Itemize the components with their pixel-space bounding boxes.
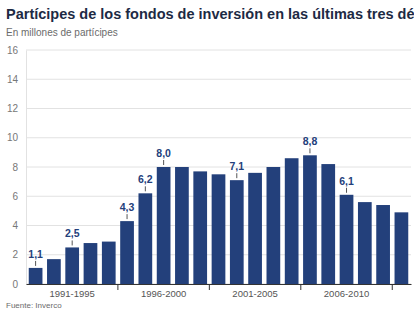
- x-tick-label: 1991-1995: [49, 288, 94, 299]
- x-axis-line: [27, 284, 412, 285]
- x-tick: 1991-1995: [49, 284, 94, 299]
- y-tick-label: 6: [12, 191, 18, 202]
- bar: [267, 167, 281, 284]
- subtitle: En millones de partícipes: [6, 27, 118, 38]
- group-separator: [300, 284, 301, 290]
- bar: [285, 158, 299, 284]
- grid-line: [26, 79, 411, 80]
- y-tick: 4: [12, 220, 26, 231]
- bar: [376, 205, 390, 284]
- grid-line: [26, 167, 411, 168]
- bar: [102, 242, 116, 284]
- bar: [248, 173, 262, 284]
- x-tick: 2006-2010: [324, 284, 369, 299]
- group-separators: [118, 284, 392, 290]
- bar: [29, 268, 43, 284]
- bar: [358, 202, 372, 284]
- y-tick: 0: [12, 279, 26, 290]
- y-tick: 10: [7, 132, 26, 143]
- y-tick-label: 4: [12, 220, 18, 231]
- y-tick: 14: [7, 74, 26, 85]
- bar: [65, 247, 79, 284]
- label-leader: [309, 148, 310, 153]
- grid-line: [26, 137, 411, 138]
- data-label: 6,1: [339, 175, 354, 187]
- data-label: 1,1: [28, 248, 43, 260]
- data-label: 8,8: [303, 135, 318, 147]
- y-tick-label: 2: [12, 249, 18, 260]
- bar: [212, 174, 226, 284]
- bar: [120, 221, 134, 284]
- group-separator: [392, 284, 393, 290]
- label-leader: [72, 240, 73, 245]
- bar: [321, 164, 335, 284]
- data-label: 4,3: [120, 201, 135, 213]
- y-tick-label: 8: [12, 162, 18, 173]
- bar: [138, 193, 152, 284]
- y-tick-label: 0: [12, 279, 18, 290]
- x-tick-label: 1996-2000: [141, 288, 186, 299]
- y-tick: 2: [12, 249, 26, 260]
- label-leader: [346, 188, 347, 193]
- label-leader: [35, 261, 36, 266]
- y-axis-line: [26, 51, 27, 285]
- bar: [47, 259, 61, 284]
- label-leader: [145, 186, 146, 191]
- label-leader: [127, 214, 128, 219]
- y-tick: 12: [7, 103, 26, 114]
- grid-line: [26, 108, 411, 109]
- x-tick-label: 2006-2010: [324, 288, 369, 299]
- x-axis: 1991-1995 1996-2000 2001-2005 2006-2010: [27, 284, 412, 299]
- group-separator: [117, 284, 118, 290]
- bar: [230, 180, 244, 284]
- bar: [175, 167, 189, 284]
- data-label: 7,1: [229, 160, 244, 172]
- data-label: 8,0: [156, 147, 171, 159]
- y-tick-label: 16: [7, 45, 19, 56]
- title: Partícipes de los fondos de inversión en…: [6, 6, 414, 22]
- bars: [29, 155, 409, 284]
- bar: [193, 171, 207, 284]
- label-leader: [163, 160, 164, 165]
- y-tick: 8: [12, 162, 26, 173]
- bar: [395, 212, 409, 284]
- y-tick-label: 14: [7, 74, 19, 85]
- bar: [303, 155, 317, 284]
- group-separator: [209, 284, 210, 290]
- grid-line: [26, 50, 411, 51]
- source: Fuente: Inverco: [6, 301, 62, 310]
- y-axis: 0 2 4 6 8 10 12 14 16: [7, 45, 27, 290]
- x-tick: 2001-2005: [232, 284, 277, 299]
- x-tick: 1996-2000: [141, 284, 186, 299]
- x-tick-label: 2001-2005: [232, 288, 277, 299]
- data-label: 2,5: [65, 227, 80, 239]
- data-label: 6,2: [138, 173, 153, 185]
- data-labels: 1,1 2,5 4,3 6,2 8,0 7,1 8,8 6,1: [28, 135, 354, 266]
- chart: Partícipes de los fondos de inversión en…: [0, 0, 414, 311]
- grid: [26, 50, 411, 284]
- bar: [340, 195, 354, 284]
- bar: [157, 167, 171, 284]
- y-tick-label: 12: [7, 103, 19, 114]
- bar: [84, 243, 98, 284]
- label-leader: [236, 173, 237, 178]
- y-tick: 6: [12, 191, 26, 202]
- y-tick: 16: [7, 45, 26, 56]
- y-tick-label: 10: [7, 132, 19, 143]
